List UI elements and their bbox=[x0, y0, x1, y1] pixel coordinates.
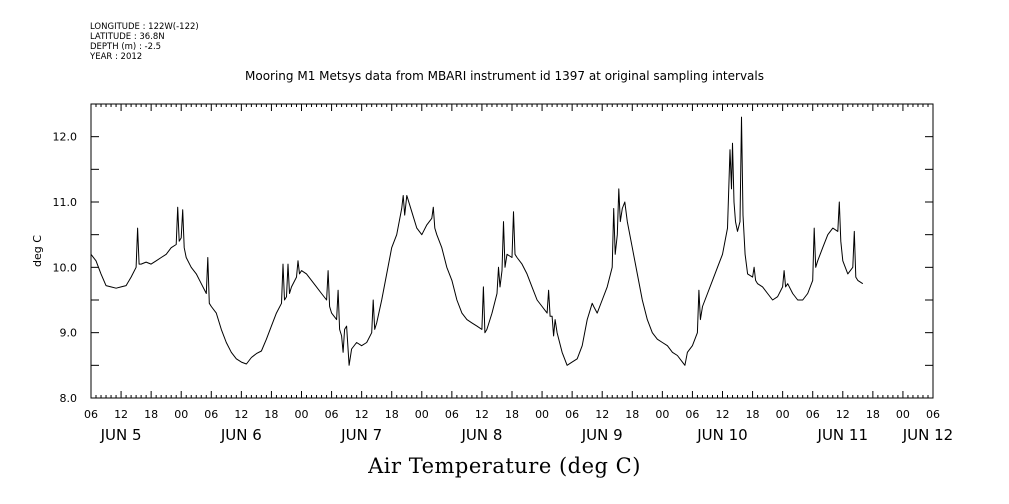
axis-ticks bbox=[90, 103, 934, 399]
x-tick-label: 12 bbox=[836, 408, 850, 421]
y-tick-label: 11.0 bbox=[53, 196, 78, 209]
day-label: JUN 8 bbox=[460, 426, 502, 444]
x-tick-label: 12 bbox=[355, 408, 369, 421]
day-label: JUN 10 bbox=[696, 426, 747, 444]
x-tick-label: 06 bbox=[806, 408, 820, 421]
x-tick-label: 12 bbox=[595, 408, 609, 421]
day-label: JUN 12 bbox=[902, 426, 953, 444]
temperature-series-line bbox=[90, 116, 864, 366]
x-tick-label: 00 bbox=[415, 408, 429, 421]
y-tick-label: 10.0 bbox=[53, 261, 78, 274]
day-label: JUN 6 bbox=[220, 426, 262, 444]
day-label: JUN 5 bbox=[100, 426, 142, 444]
metadata-block: LONGITUDE : 122W(-122) LATITUDE : 36.8N … bbox=[90, 22, 199, 62]
day-label: JUN 9 bbox=[581, 426, 623, 444]
y-tick-label: 8.0 bbox=[60, 392, 78, 405]
x-tick-label: 00 bbox=[655, 408, 669, 421]
x-tick-label: 12 bbox=[234, 408, 248, 421]
x-tick-label: 18 bbox=[746, 408, 760, 421]
x-tick-label: 12 bbox=[114, 408, 128, 421]
y-tick-label: 9.0 bbox=[60, 327, 78, 340]
x-tick-label: 06 bbox=[445, 408, 459, 421]
day-labels: JUN 5 JUN 6 JUN 7 JUN 8 JUN 9 JUN 10 JUN 11 JUN… bbox=[100, 426, 954, 444]
x-tick-label: 00 bbox=[535, 408, 549, 421]
latitude-label: LATITUDE : 36.8N bbox=[90, 32, 165, 42]
x-tick-label: 00 bbox=[776, 408, 790, 421]
x-tick-label: 18 bbox=[625, 408, 639, 421]
x-tick-label: 18 bbox=[264, 408, 278, 421]
x-tick-label: 06 bbox=[565, 408, 579, 421]
y-axis-label: deg C bbox=[31, 235, 44, 267]
x-tick-label: 18 bbox=[866, 408, 880, 421]
chart-title: Mooring M1 Metsys data from MBARI instru… bbox=[245, 69, 764, 83]
longitude-label: LONGITUDE : 122W(-122) bbox=[90, 22, 199, 32]
x-tick-label: 18 bbox=[144, 408, 158, 421]
x-tick-label: 00 bbox=[174, 408, 188, 421]
year-label: YEAR : 2012 bbox=[90, 52, 143, 62]
x-tick-label: 06 bbox=[685, 408, 699, 421]
day-label: JUN 7 bbox=[340, 426, 382, 444]
x-tick-label: 06 bbox=[926, 408, 940, 421]
x-tick-label: 06 bbox=[204, 408, 218, 421]
x-tick-label: 00 bbox=[295, 408, 309, 421]
x-tick-label: 06 bbox=[84, 408, 98, 421]
x-axis-label: Air Temperature (deg C) bbox=[368, 454, 641, 478]
y-tick-label: 12.0 bbox=[53, 131, 78, 144]
depth-label: DEPTH (m) : -2.5 bbox=[90, 42, 162, 52]
x-tick-label: 00 bbox=[896, 408, 910, 421]
x-tick-label: 18 bbox=[385, 408, 399, 421]
x-tick-label: 18 bbox=[505, 408, 519, 421]
x-tick-label: 12 bbox=[716, 408, 730, 421]
x-tick-label: 06 bbox=[325, 408, 339, 421]
y-tick-labels: 8.0 9.0 10.0 11.0 12.0 bbox=[53, 131, 78, 405]
x-tick-labels: 06 12 18 00 06 12 18 00 06 12 18 00 06 12 18 00 06 12 18 00… bbox=[84, 408, 940, 421]
x-tick-label: 12 bbox=[475, 408, 489, 421]
day-label: JUN 11 bbox=[817, 426, 868, 444]
